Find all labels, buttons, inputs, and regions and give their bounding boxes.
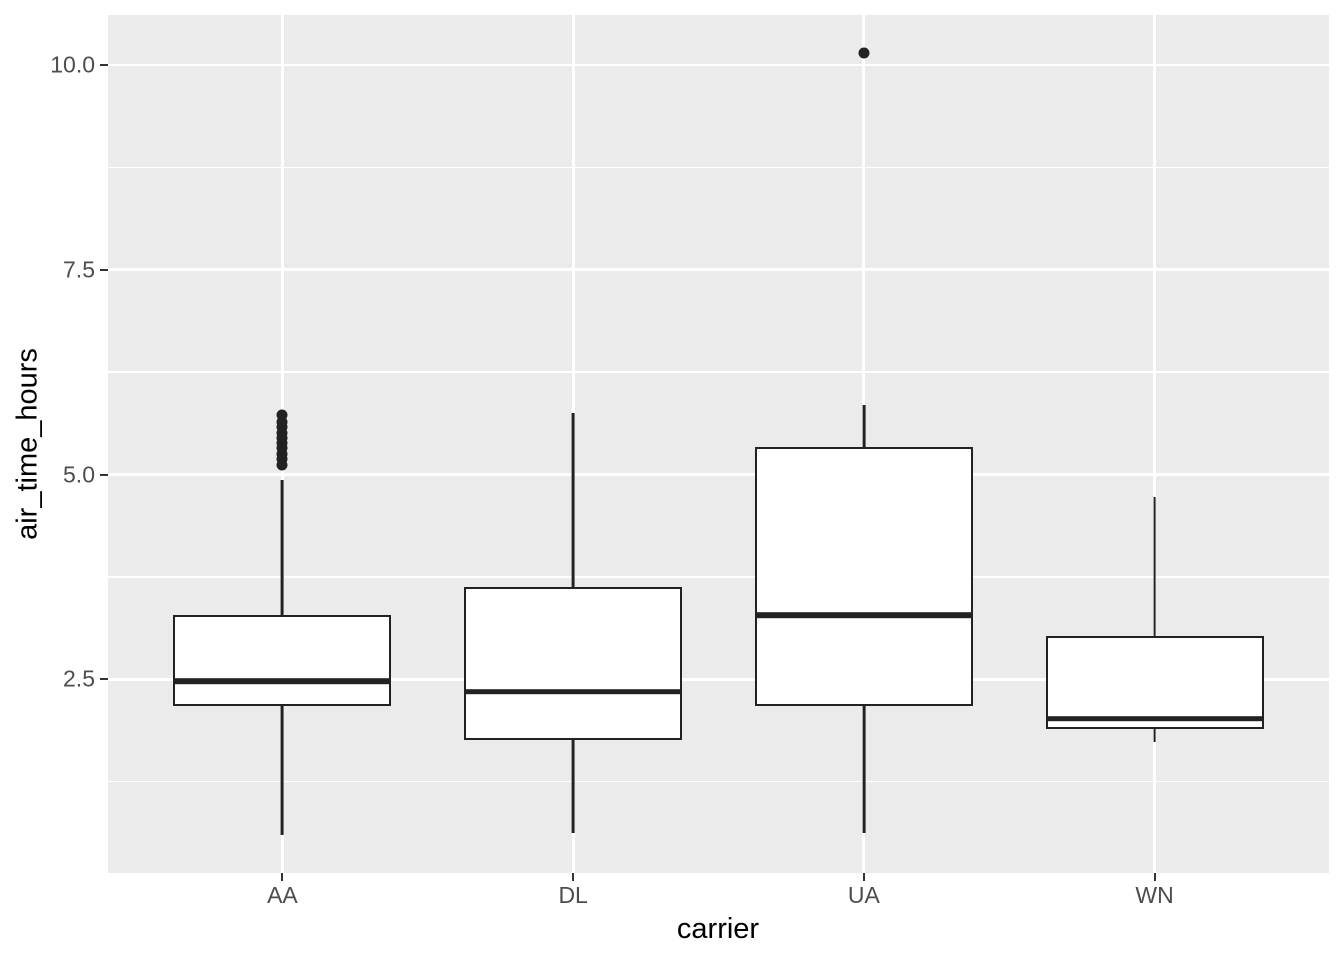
iqr-box xyxy=(173,615,392,707)
median-line xyxy=(173,678,392,684)
x-axis-tick xyxy=(1153,873,1156,881)
outlier-dot xyxy=(276,421,288,433)
gridline-minor-horizontal xyxy=(108,780,1329,783)
outlier-dot xyxy=(276,442,288,454)
y-axis-tick xyxy=(100,63,108,66)
gridline-minor-horizontal xyxy=(108,576,1329,578)
median-line xyxy=(754,612,973,619)
outlier-dot xyxy=(858,47,870,59)
iqr-box xyxy=(754,446,973,707)
outlier-dot xyxy=(276,453,288,465)
y-axis-tick xyxy=(100,678,108,681)
x-axis-tick xyxy=(281,873,284,881)
gridline-major-horizontal xyxy=(108,63,1329,67)
median-line xyxy=(464,688,683,695)
whisker-lower xyxy=(862,706,866,834)
x-tick-label: UA xyxy=(847,882,880,908)
whisker-upper xyxy=(1153,496,1156,636)
x-axis-title: carrier xyxy=(676,913,760,945)
whisker-lower xyxy=(281,706,284,835)
outlier-dot xyxy=(276,409,288,421)
gridline-major-horizontal xyxy=(108,473,1329,476)
x-tick-label: DL xyxy=(558,882,588,908)
outlier-dot xyxy=(276,432,288,444)
x-axis-tick xyxy=(862,873,865,881)
y-axis-tick xyxy=(100,473,108,476)
y-tick-label: 5.0 xyxy=(63,461,95,487)
y-axis-tick xyxy=(100,268,108,271)
outlier-dot xyxy=(276,459,288,471)
whisker-upper xyxy=(862,404,866,447)
iqr-box xyxy=(464,586,683,740)
y-tick-label: 10.0 xyxy=(50,51,95,78)
x-tick-label: WN xyxy=(1135,882,1174,908)
y-axis-title: air_time_hours xyxy=(11,348,44,540)
x-tick-label: AA xyxy=(267,882,298,908)
y-tick-label: 2.5 xyxy=(63,665,95,692)
median-line xyxy=(1045,715,1264,722)
iqr-box xyxy=(1045,635,1264,730)
x-axis-tick xyxy=(572,873,575,881)
whisker-lower xyxy=(571,739,575,834)
gridline-minor-horizontal xyxy=(108,371,1329,373)
gridline-minor-horizontal xyxy=(108,166,1329,169)
gridline-major-horizontal xyxy=(108,268,1329,272)
whisker-upper xyxy=(571,413,575,587)
gridline-major-vertical xyxy=(1153,15,1156,873)
whisker-upper xyxy=(281,480,284,616)
gridline-major-horizontal xyxy=(108,677,1329,681)
whisker-lower xyxy=(1153,729,1156,743)
plot-panel xyxy=(108,15,1329,873)
y-tick-label: 7.5 xyxy=(63,256,95,283)
